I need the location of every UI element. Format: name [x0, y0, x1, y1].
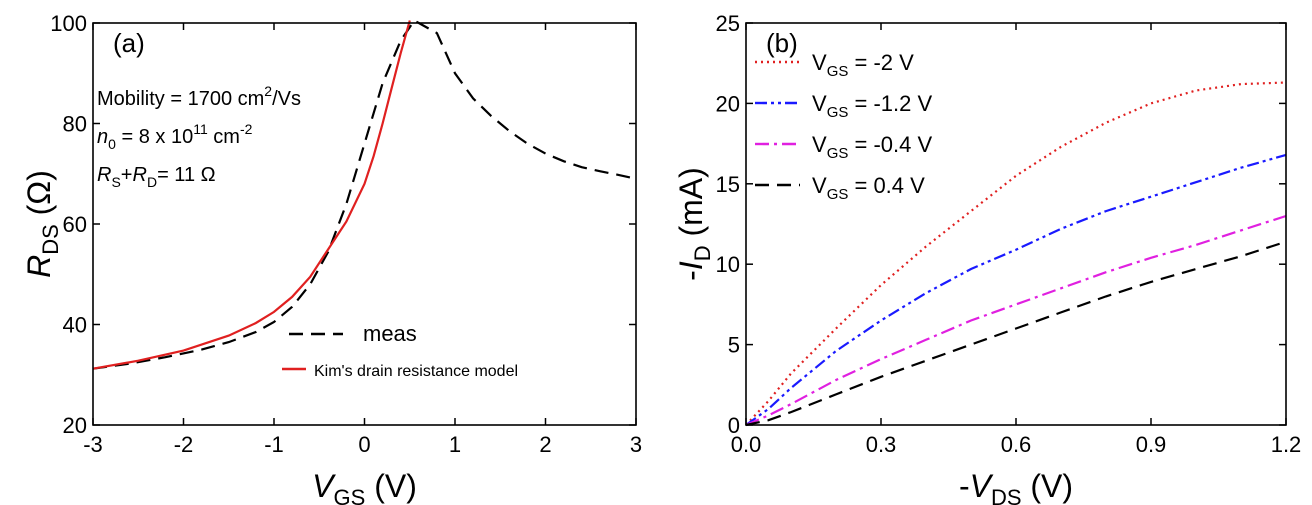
panel-label: (a) [113, 28, 145, 58]
series-line-b-0 [745, 81, 1287, 426]
x-tick-label: 0.0 [731, 432, 762, 457]
y-tick-label: 15 [716, 172, 740, 197]
y-tick-label: 20 [716, 91, 740, 116]
y-tick-label: 60 [63, 212, 87, 237]
y-tick-label: 10 [716, 252, 740, 277]
x-tick-label: -1 [264, 432, 284, 457]
panel-label: (b) [766, 28, 798, 58]
x-tick-label: -2 [174, 432, 194, 457]
x-tick-label: 0.3 [866, 432, 897, 457]
legend-entry-label: meas [363, 321, 417, 346]
series-line-b-2 [745, 214, 1287, 427]
legend-entry-label: VGS = -2 V [812, 50, 914, 80]
x-tick-label: 0 [358, 432, 370, 457]
x-tick-label: 1 [449, 432, 461, 457]
plot-frame [745, 22, 1287, 426]
y-tick-label: 100 [50, 11, 87, 36]
y-tick-label: 20 [63, 413, 87, 438]
fit-parameter-annotation: Mobility = 1700 cm2/Vs [97, 83, 301, 110]
chart-panel-a: -3 -2 -1 0 1 2 3 20 40 60 80 100 VGS (V) RDS (Ω) (a) Mo… [21, 11, 642, 505]
series-line-b-3 [745, 240, 1287, 427]
legend-entry-label: VGS = -1.2 V [812, 91, 932, 121]
x-tick-label: 3 [630, 432, 642, 457]
x-tick-label: 0.9 [1136, 432, 1167, 457]
y-tick-label: 5 [728, 333, 740, 358]
series-line-a-1 [92, 20, 411, 370]
series-line-a-0 [92, 19, 637, 370]
y-tick-label: 40 [63, 313, 87, 338]
series-line-b-1 [745, 153, 1287, 426]
fit-parameter-annotation: n0 = 8 x 1011 cm-2 [97, 121, 253, 152]
x-tick-label: 2 [539, 432, 551, 457]
x-tick-label: 0.6 [1001, 432, 1032, 457]
x-axis-label: VGS (V) [312, 468, 417, 505]
legend-entry-label: VGS = -0.4 V [812, 132, 932, 162]
fit-parameter-annotation: RS+RD= 11 Ω [97, 164, 216, 190]
x-axis-label: -VDS (V) [959, 468, 1073, 505]
y-tick-label: 0 [728, 413, 740, 438]
x-tick-label: 1.2 [1271, 432, 1302, 457]
legend-entry-label: VGS = 0.4 V [812, 173, 925, 203]
y-axis-label: RDS (Ω) [21, 170, 63, 278]
legend-entry-label: Kim's drain resistance model [314, 363, 518, 380]
chart-panel-b: 0.0 0.3 0.6 0.9 1.2 0 5 10 15 20 25 -VDS (V) -ID (mA… [673, 11, 1301, 505]
y-tick-label: 25 [716, 11, 740, 36]
y-tick-label: 80 [63, 112, 87, 137]
y-axis-label: -ID (mA) [673, 167, 715, 281]
x-tick-label: -3 [83, 432, 103, 457]
